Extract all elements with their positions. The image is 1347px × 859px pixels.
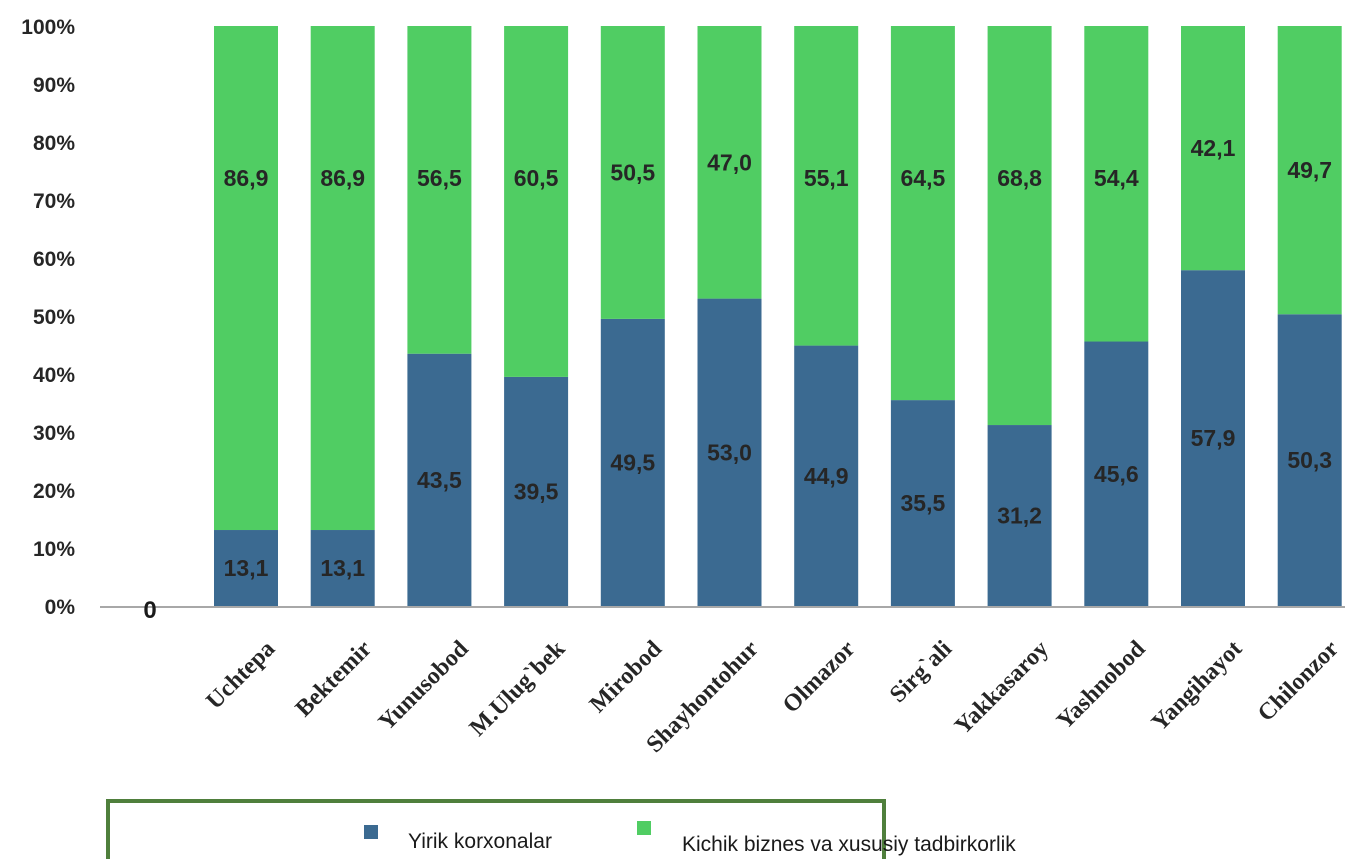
x-tick-label-mirobod: Mirobod xyxy=(585,635,668,718)
bar-segment-olmazor-small xyxy=(794,26,859,346)
data-label-mirobod-small: 50,5 xyxy=(610,159,655,185)
zero-data-label: 0 xyxy=(143,597,156,624)
x-tick-label-uchtepa: Uchtepa xyxy=(202,636,281,715)
y-tick-label: 50% xyxy=(33,306,75,329)
y-tick-label: 90% xyxy=(33,74,75,97)
bar-segment-uchtepa-large xyxy=(214,530,278,606)
data-label-yashnobod-large: 45,6 xyxy=(1094,461,1139,487)
bar-segment-yunusobod-large xyxy=(407,353,472,606)
bar-segment-m-ulug-bek-large xyxy=(504,376,569,606)
x-tick-label-yunusobod: Yunusobod xyxy=(374,635,474,735)
data-label-m-ulug-bek-large: 39,5 xyxy=(514,478,559,504)
x-tick-label-bektemir: Bektemir xyxy=(291,636,377,722)
data-labels: 13,1 86,9 13,1 86,9 43,5 56,5 39,5 60,5 49,5 50,5… xyxy=(224,135,1332,581)
data-label-olmazor-large: 44,9 xyxy=(804,463,849,489)
data-label-uchtepa-small: 86,9 xyxy=(224,165,269,191)
bar-segment-chilonzor-large xyxy=(1277,314,1342,606)
bar-segment-yangihayot-large xyxy=(1181,270,1245,606)
bar-segment-yakkasaroy-small xyxy=(987,26,1052,426)
data-label-yakkasaroy-large: 31,2 xyxy=(997,503,1042,529)
data-label-uchtepa-large: 13,1 xyxy=(224,555,269,581)
y-axis-ticks: 0% 10% 20% 30% 40% 50% 60% 70% 80% 90% 100% xyxy=(21,16,75,619)
bar-segment-mirobod-large xyxy=(600,318,665,606)
stacked-bar-chart: 0% 10% 20% 30% 40% 50% 60% 70% 80% 90% 100% Uchtep… xyxy=(21,16,1345,758)
data-label-yunusobod-large: 43,5 xyxy=(417,467,462,493)
y-tick-label: 30% xyxy=(33,422,75,445)
x-tick-label-sirg-ali: Sirg`ali xyxy=(885,636,957,708)
legend-swatch-small-business xyxy=(637,821,651,835)
bar-segment-m-ulug-bek-small xyxy=(504,26,569,377)
legend: Yirik korxonalar Kichik biznes va xususi… xyxy=(106,799,1016,859)
data-label-yangihayot-large: 57,9 xyxy=(1191,425,1236,451)
bar-segment-chilonzor-small xyxy=(1277,26,1342,315)
bar-segment-shayhontohur-small xyxy=(697,26,762,299)
y-tick-label: 40% xyxy=(33,364,75,387)
data-label-yashnobod-small: 54,4 xyxy=(1094,165,1139,191)
y-tick-label: 10% xyxy=(33,538,75,561)
bar-segment-olmazor-large xyxy=(794,345,859,606)
data-label-yakkasaroy-small: 68,8 xyxy=(997,165,1042,191)
y-tick-label: 70% xyxy=(33,190,75,213)
data-label-mirobod-large: 49,5 xyxy=(610,449,655,475)
data-label-shayhontohur-large: 53,0 xyxy=(707,439,752,465)
y-tick-label: 0% xyxy=(45,596,76,619)
x-tick-label-olmazor: Olmazor xyxy=(778,636,861,719)
legend-swatch-large-enterprises xyxy=(364,825,378,839)
data-label-olmazor-small: 55,1 xyxy=(804,165,849,191)
legend-label-large-enterprises: Yirik korxonalar xyxy=(408,830,552,853)
x-tick-label-yashnobod: Yashnobod xyxy=(1052,635,1151,734)
bar-segment-uchtepa-small xyxy=(214,26,278,531)
data-label-sirg-ali-large: 35,5 xyxy=(901,490,946,516)
data-label-yunusobod-small: 56,5 xyxy=(417,165,462,191)
legend-label-small-business: Kichik biznes va xususiy tadbirkorlik xyxy=(682,833,1016,856)
bar-segment-sirg-ali-small xyxy=(890,26,955,401)
bar-segment-bektemir-large xyxy=(310,530,375,606)
x-tick-label-chilonzor: Chilonzor xyxy=(1253,636,1344,727)
bar-segment-shayhontohur-large xyxy=(697,298,762,606)
bar-segment-yangihayot-small xyxy=(1181,26,1245,271)
y-tick-label: 20% xyxy=(33,480,75,503)
bar-segment-yunusobod-small xyxy=(407,26,472,354)
bar-segment-bektemir-small xyxy=(310,26,375,531)
bar-segment-yashnobod-large xyxy=(1084,341,1149,606)
bar-segment-sirg-ali-large xyxy=(890,400,955,606)
bar-segment-yakkasaroy-large xyxy=(987,425,1052,606)
data-label-chilonzor-large: 50,3 xyxy=(1287,447,1332,473)
data-label-bektemir-large: 13,1 xyxy=(320,555,365,581)
data-label-shayhontohur-small: 47,0 xyxy=(707,149,752,175)
bar-segment-yashnobod-small xyxy=(1084,26,1149,342)
data-label-yangihayot-small: 42,1 xyxy=(1191,135,1236,161)
data-label-bektemir-small: 86,9 xyxy=(320,165,365,191)
data-label-m-ulug-bek-small: 60,5 xyxy=(514,165,559,191)
bar-segment-mirobod-small xyxy=(600,26,665,319)
y-tick-label: 100% xyxy=(21,16,75,39)
data-label-chilonzor-small: 49,7 xyxy=(1287,157,1332,183)
x-tick-label-m-ulug-bek: M.Ulug`bek xyxy=(465,635,571,741)
data-label-sirg-ali-small: 64,5 xyxy=(901,165,946,191)
x-tick-label-yangihayot: Yangihayot xyxy=(1147,636,1247,736)
bars-group xyxy=(214,26,1342,606)
y-tick-label: 80% xyxy=(33,132,75,155)
y-tick-label: 60% xyxy=(33,248,75,271)
x-tick-label-yakkasaroy: Yakkasaroy xyxy=(950,636,1054,740)
